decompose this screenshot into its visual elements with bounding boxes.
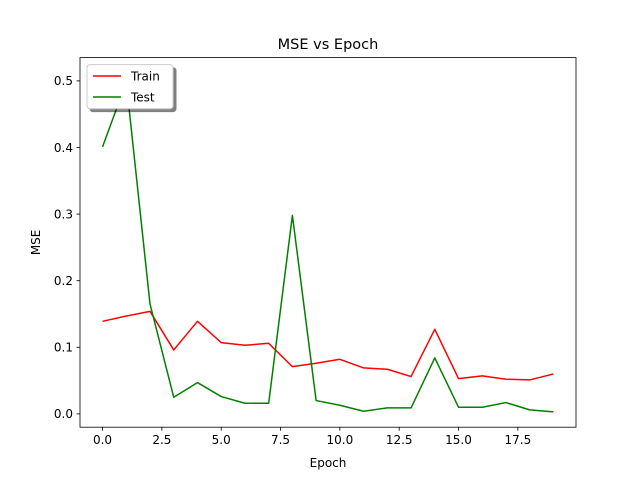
x-tick-label: 15.0 <box>445 433 472 447</box>
x-tick-label: 10.0 <box>327 433 354 447</box>
legend: Train Test <box>86 64 174 110</box>
series-line-train <box>102 310 554 381</box>
x-tick-label: 2.5 <box>152 433 171 447</box>
series-line-test <box>101 81 554 413</box>
y-tick-label: 0.4 <box>54 141 73 155</box>
x-tick-label: 17.5 <box>504 433 531 447</box>
x-tick-label: 5.0 <box>212 433 231 447</box>
plot-area-frame <box>79 57 577 428</box>
x-tick-label: 0.0 <box>93 433 112 447</box>
legend-label-train: Train <box>130 70 160 84</box>
x-tick-label: 12.5 <box>386 433 413 447</box>
series-layer <box>101 81 554 413</box>
y-tick-label: 0.3 <box>54 207 73 221</box>
legend-label-test: Test <box>130 91 155 105</box>
x-axis-ticks: 0.0 2.5 5.0 7.5 10.0 12.5 15.0 17.5 <box>93 427 531 447</box>
x-axis-label: Epoch <box>310 456 347 470</box>
y-axis-ticks: 0.0 0.1 0.2 0.3 0.4 0.5 <box>54 74 80 421</box>
y-tick-label: 0.0 <box>54 407 73 421</box>
y-tick-label: 0.5 <box>54 74 73 88</box>
x-tick-label: 7.5 <box>271 433 290 447</box>
y-axis-label: MSE <box>29 230 43 256</box>
legend-box <box>86 64 174 110</box>
y-tick-label: 0.1 <box>54 341 73 355</box>
y-tick-label: 0.2 <box>54 274 73 288</box>
chart-title: MSE vs Epoch <box>278 37 379 53</box>
